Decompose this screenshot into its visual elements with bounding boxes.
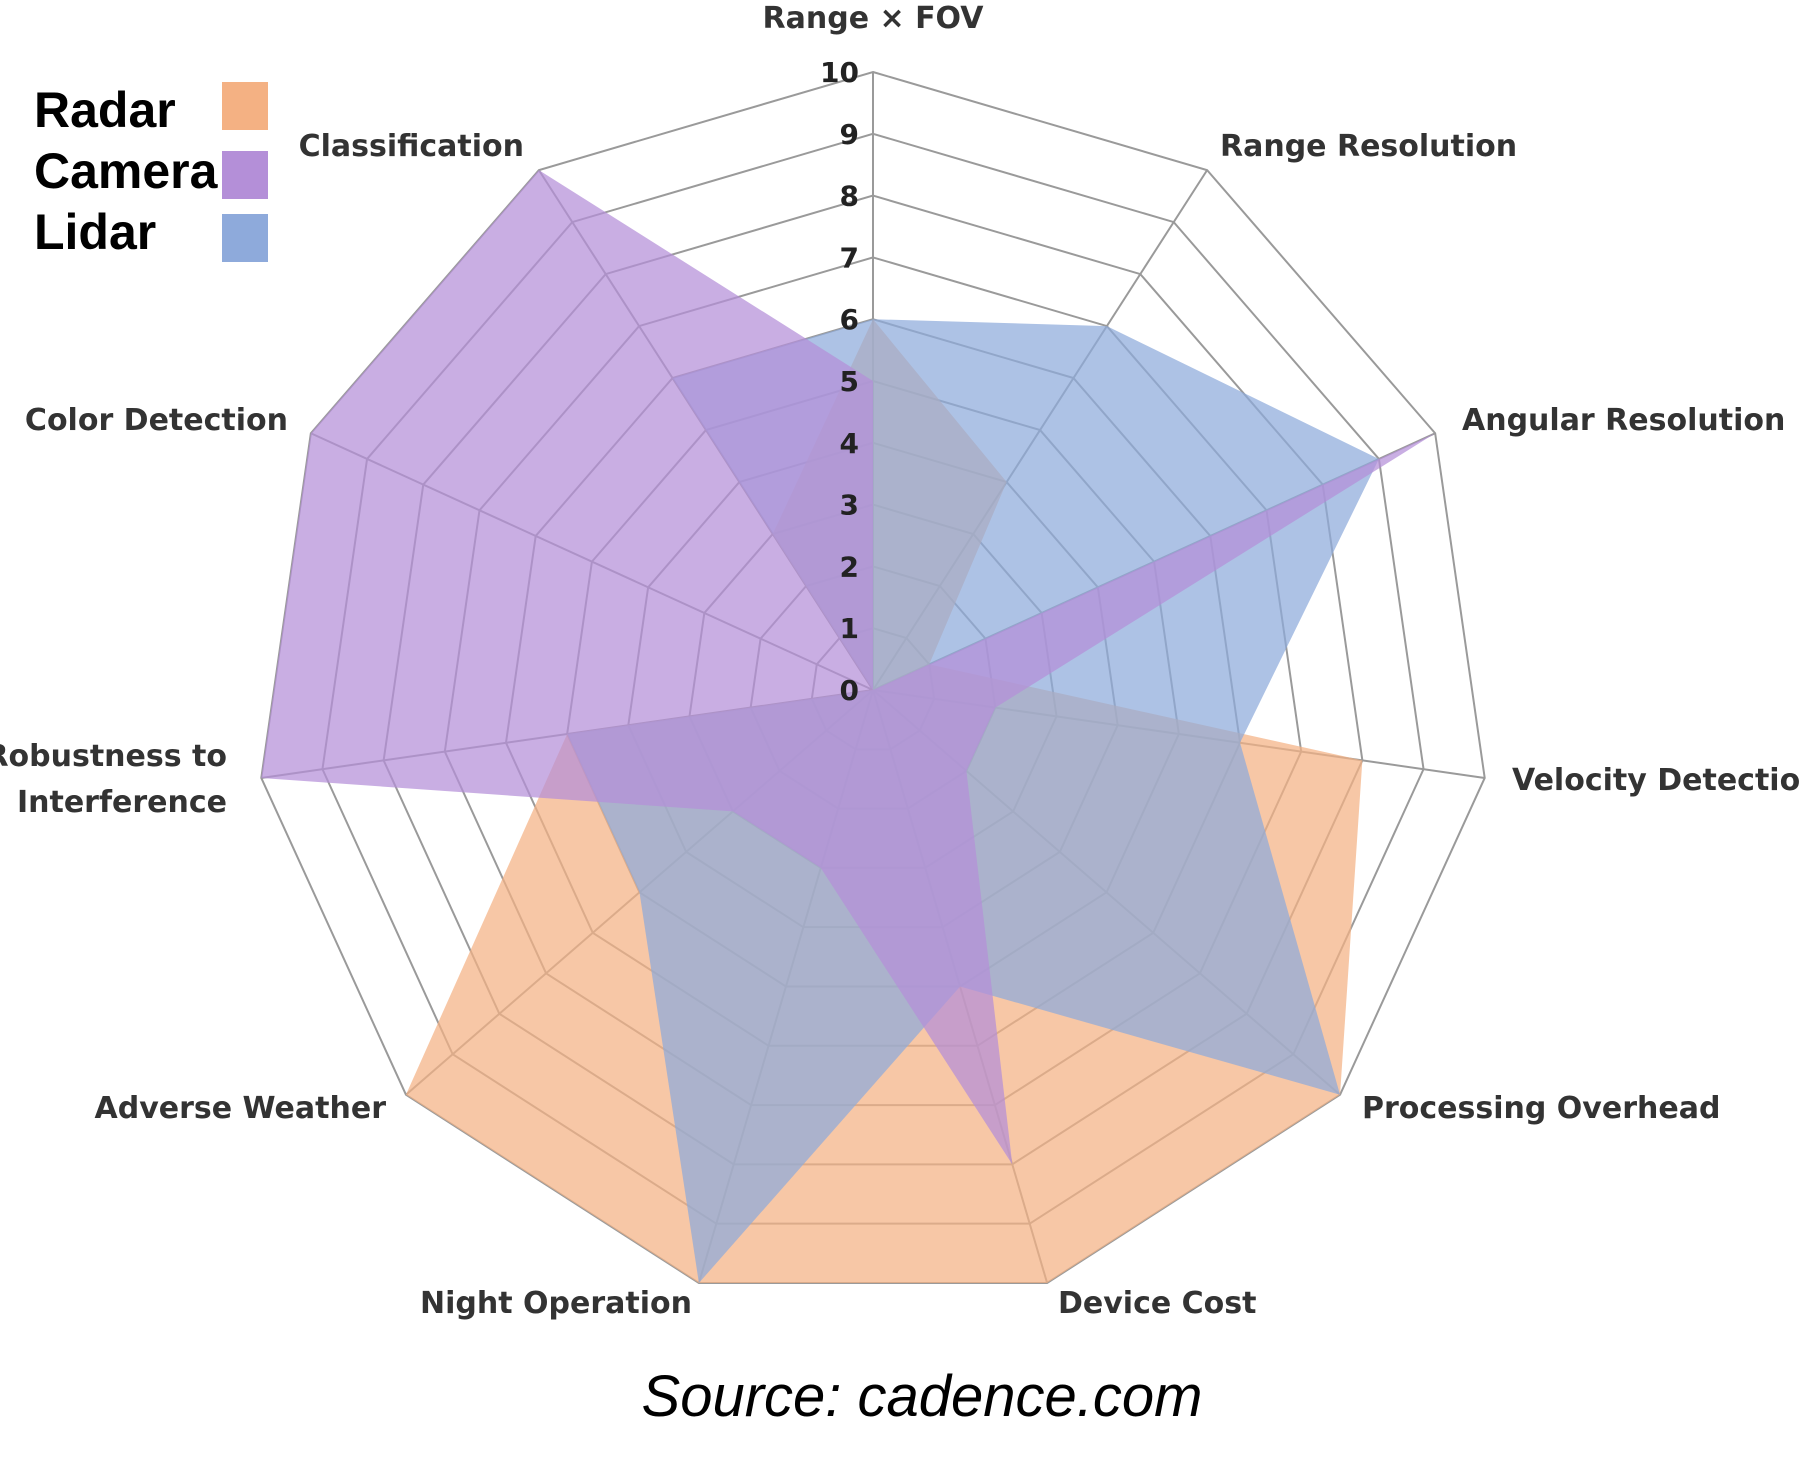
legend-swatch-camera xyxy=(222,151,268,199)
axis-label: Velocity Detection xyxy=(1512,763,1801,798)
legend: Radar Camera Lidar xyxy=(34,82,268,262)
tick-label: 4 xyxy=(840,427,859,460)
legend-swatch-radar xyxy=(222,82,268,130)
axis-label: Processing Overhead xyxy=(1362,1091,1720,1126)
series-area-camera xyxy=(261,170,1436,1165)
axis-labels: Range × FOV Range Resolution Angular Resol… xyxy=(0,1,1801,1321)
tick-label: 5 xyxy=(840,365,859,398)
tick-label: 2 xyxy=(840,550,859,583)
axis-label: Device Cost xyxy=(1058,1286,1257,1321)
axis-label: Color Detection xyxy=(25,403,288,438)
tick-label: 10 xyxy=(820,56,859,89)
source-note: Source: cadence.com xyxy=(642,1364,1203,1429)
axis-label: Night Operation xyxy=(420,1286,692,1321)
axis-label: Robustness to xyxy=(0,739,227,774)
axis-label: Range × FOV xyxy=(763,1,985,36)
series-areas xyxy=(261,170,1436,1283)
tick-label: 3 xyxy=(840,489,859,522)
tick-label: 6 xyxy=(840,303,859,336)
axis-label: Adverse Weather xyxy=(95,1091,387,1126)
legend-swatch-lidar xyxy=(222,214,268,262)
legend-label-camera: Camera xyxy=(34,143,219,199)
tick-label: 7 xyxy=(840,241,859,274)
tick-label: 8 xyxy=(840,180,859,213)
legend-label-lidar: Lidar xyxy=(34,204,156,260)
tick-label: 1 xyxy=(840,612,859,645)
tick-label: 0 xyxy=(840,674,859,707)
axis-label: Classification xyxy=(299,129,524,164)
axis-label: Range Resolution xyxy=(1220,129,1517,164)
axis-label: Angular Resolution xyxy=(1462,403,1785,438)
legend-label-radar: Radar xyxy=(34,82,176,138)
tick-label: 9 xyxy=(840,118,859,151)
tick-labels: 0 1 2 3 4 5 6 7 8 9 10 xyxy=(820,56,859,707)
axis-label: Interference xyxy=(17,785,227,820)
